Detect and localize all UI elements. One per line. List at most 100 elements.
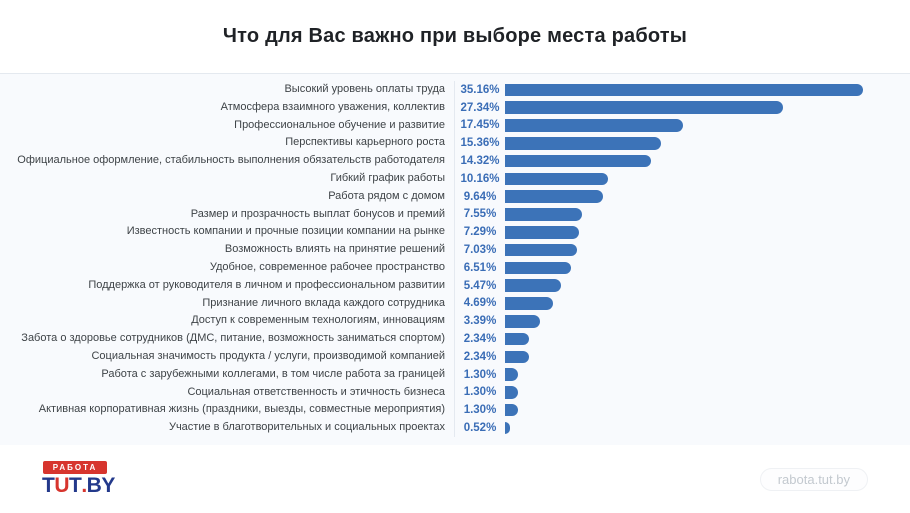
- row-value: 14.32%: [460, 155, 500, 168]
- chart-row: Работа с зарубежными коллегами, в том чи…: [0, 365, 910, 384]
- row-bar: [505, 83, 863, 97]
- header: Что для Вас важно при выборе места работ…: [0, 0, 910, 74]
- chart-panel: Высокий уровень оплаты труда 35.16% Атмо…: [0, 74, 910, 445]
- row-bar: [505, 279, 561, 292]
- row-value: 6.51%: [463, 261, 497, 274]
- logo-wordmark: T U T . BY: [42, 475, 126, 497]
- bar-track: [505, 350, 910, 364]
- bar-track: [505, 421, 910, 435]
- row-bar: [505, 315, 540, 328]
- row-value: 7.03%: [463, 244, 497, 257]
- chart-row: Работа рядом с домом 9.64%: [0, 187, 910, 206]
- row-label: Высокий уровень оплаты труда: [0, 81, 455, 99]
- row-bar: [505, 190, 604, 203]
- row-bar: [505, 154, 651, 168]
- row-bar: [505, 101, 784, 114]
- chart-row: Активная корпоративная жизнь (праздники,…: [0, 401, 910, 420]
- rabota-tutby-logo: РАБОТА T U T . BY: [42, 461, 126, 497]
- row-label: Атмосфера взаимного уважения, коллектив: [0, 98, 455, 117]
- row-bar: [505, 119, 683, 132]
- row-bar: [505, 350, 529, 364]
- logo-dot: .: [81, 474, 87, 497]
- row-value: 35.16%: [460, 83, 500, 96]
- row-label: Профессиональное обучение и развитие: [0, 116, 455, 135]
- row-value: 0.52%: [463, 422, 497, 435]
- row-label: Признание личного вклада каждого сотрудн…: [0, 294, 455, 313]
- page-title: Что для Вас важно при выборе места работ…: [222, 25, 688, 47]
- bar-track: [505, 101, 910, 114]
- chart-row: Размер и прозрачность выплат бонусов и п…: [0, 205, 910, 224]
- row-label: Возможность влиять на принятие решений: [0, 241, 455, 259]
- chart-row: Перспективы карьерного роста 15.36%: [0, 134, 910, 153]
- row-value: 2.34%: [463, 350, 497, 363]
- row-label: Доступ к современным технологиям, иннова…: [0, 312, 455, 331]
- chart-row: Забота о здоровье сотрудников (ДМС, пита…: [0, 330, 910, 348]
- row-label: Удобное, современное рабочее пространств…: [0, 258, 455, 277]
- row-value: 1.30%: [463, 404, 497, 417]
- chart-rows: Высокий уровень оплаты труда 35.16% Атмо…: [0, 81, 910, 437]
- row-bar: [505, 297, 553, 310]
- bar-track: [505, 190, 910, 203]
- bar-track: [505, 297, 910, 310]
- logo-letters-by: BY: [86, 474, 116, 497]
- row-bar: [505, 421, 511, 435]
- row-label: Размер и прозрачность выплат бонусов и п…: [0, 205, 455, 224]
- row-value: 4.69%: [463, 297, 497, 310]
- chart-row: Признание личного вклада каждого сотрудн…: [0, 294, 910, 313]
- bar-track: [505, 279, 910, 292]
- chart-row: Социальная ответственность и этичность б…: [0, 383, 910, 402]
- logo-letter-u: U: [54, 474, 69, 497]
- row-label: Активная корпоративная жизнь (праздники,…: [0, 401, 455, 420]
- row-bar: [505, 261, 572, 275]
- bar-track: [505, 332, 910, 346]
- bar-track: [505, 137, 910, 150]
- bar-track: [505, 208, 910, 221]
- bar-track: [505, 226, 910, 239]
- row-value: 3.39%: [463, 315, 497, 328]
- logo-banner-label: РАБОТА: [43, 461, 107, 474]
- chart-row: Возможность влиять на принятие решений 7…: [0, 241, 910, 259]
- row-value: 2.34%: [463, 333, 497, 346]
- bar-track: [505, 83, 910, 97]
- row-bar: [505, 368, 519, 381]
- chart-row: Профессиональное обучение и развитие 17.…: [0, 116, 910, 135]
- row-label: Социальная ответственность и этичность б…: [0, 383, 455, 402]
- chart-row: Официальное оформление, стабильность вып…: [0, 152, 910, 170]
- bar-track: [505, 368, 910, 381]
- row-value: 7.29%: [463, 226, 497, 239]
- row-label: Перспективы карьерного роста: [0, 134, 455, 153]
- row-label: Участие в благотворительных и социальных…: [0, 419, 455, 437]
- chart-row: Гибкий график работы 10.16%: [0, 169, 910, 188]
- bar-track: [505, 172, 910, 186]
- row-value: 1.30%: [463, 368, 497, 381]
- row-label: Официальное оформление, стабильность вып…: [0, 152, 455, 170]
- logo-letter-t1: T: [42, 474, 55, 497]
- row-label: Забота о здоровье сотрудников (ДМС, пита…: [0, 330, 455, 348]
- row-bar: [505, 243, 577, 257]
- row-label: Известность компании и прочные позиции к…: [0, 223, 455, 242]
- row-value: 17.45%: [460, 119, 500, 132]
- row-value: 5.47%: [463, 279, 497, 292]
- row-value: 15.36%: [460, 137, 500, 150]
- bar-track: [505, 261, 910, 275]
- chart-row: Высокий уровень оплаты труда 35.16%: [0, 81, 910, 99]
- logo-letter-t2: T: [69, 474, 82, 497]
- bar-track: [505, 154, 910, 168]
- footer: РАБОТА T U T . BY rabota.tut.by: [0, 445, 910, 513]
- site-url-badge: rabota.tut.by: [759, 467, 868, 491]
- row-bar: [505, 137, 662, 150]
- chart-row: Поддержка от руководителя в личном и про…: [0, 276, 910, 295]
- arrow-down-icon: [58, 479, 65, 484]
- row-label: Поддержка от руководителя в личном и про…: [0, 276, 455, 295]
- chart-row: Известность компании и прочные позиции к…: [0, 223, 910, 242]
- row-bar: [505, 226, 580, 239]
- row-value: 10.16%: [460, 172, 500, 185]
- row-bar: [505, 403, 519, 417]
- chart-row: Участие в благотворительных и социальных…: [0, 419, 910, 437]
- row-bar: [505, 386, 519, 399]
- chart-row: Доступ к современным технологиям, иннова…: [0, 312, 910, 331]
- row-value: 27.34%: [460, 101, 500, 114]
- bar-track: [505, 119, 910, 132]
- row-bar: [505, 172, 609, 186]
- chart-row: Удобное, современное рабочее пространств…: [0, 258, 910, 277]
